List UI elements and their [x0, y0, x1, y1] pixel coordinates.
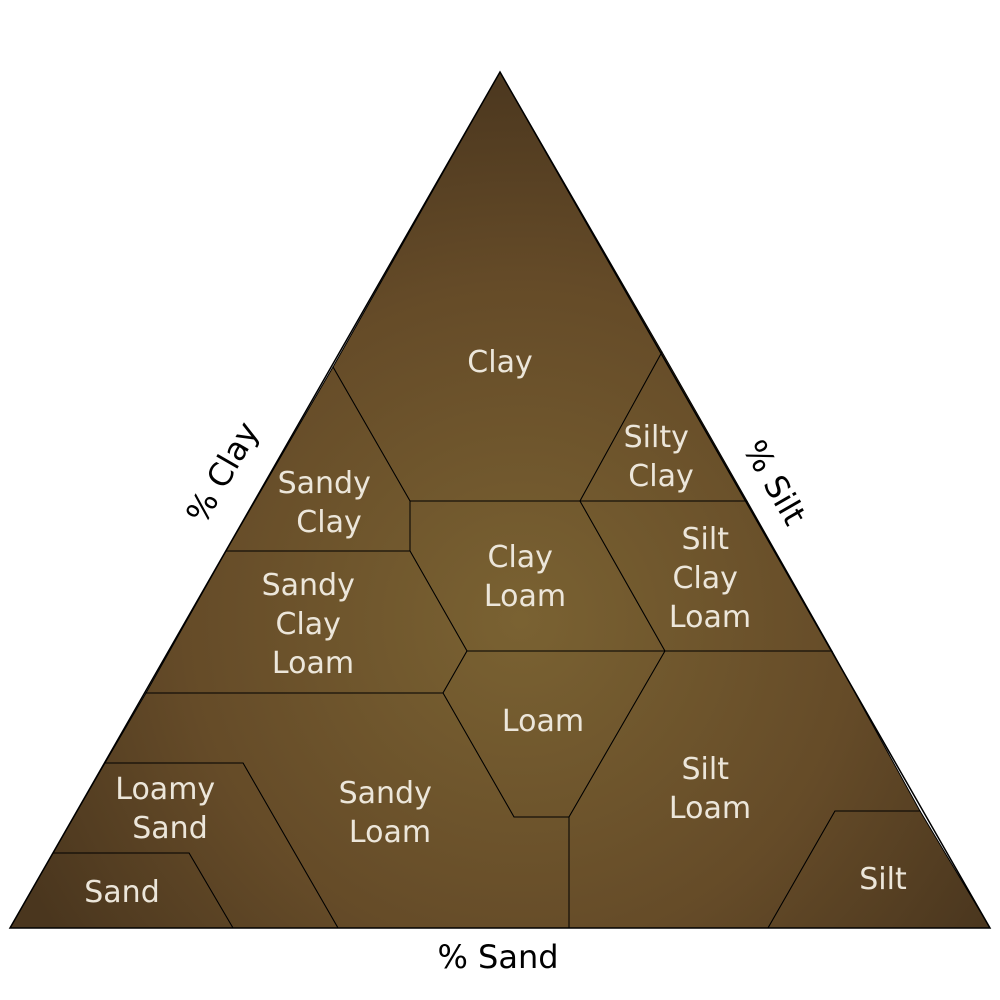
label-loamy-sand: Loamy Sand: [115, 772, 224, 846]
label-clay: Clay: [467, 345, 532, 380]
triangle-outline: [8, 70, 992, 929]
label-sandy-loam: Sandy Loam: [339, 776, 442, 850]
label-clay-loam: Clay Loam: [484, 540, 566, 614]
label-silty-clay: Silty Clay: [624, 420, 699, 494]
axis-label-sand: % Sand: [437, 938, 558, 976]
label-silt: Silt: [859, 862, 907, 897]
label-silty-clay-loam: Silt Clay Loam: [669, 522, 751, 635]
label-sand: Sand: [84, 875, 159, 910]
label-sandy-clay: Sandy Clay: [278, 466, 381, 540]
label-sandy-clay-loam: Sandy Clay Loam: [262, 568, 365, 681]
label-loam: Loam: [502, 704, 584, 739]
region-clay: [332, 70, 663, 502]
label-silt-loam: Silt Loam: [669, 752, 751, 826]
